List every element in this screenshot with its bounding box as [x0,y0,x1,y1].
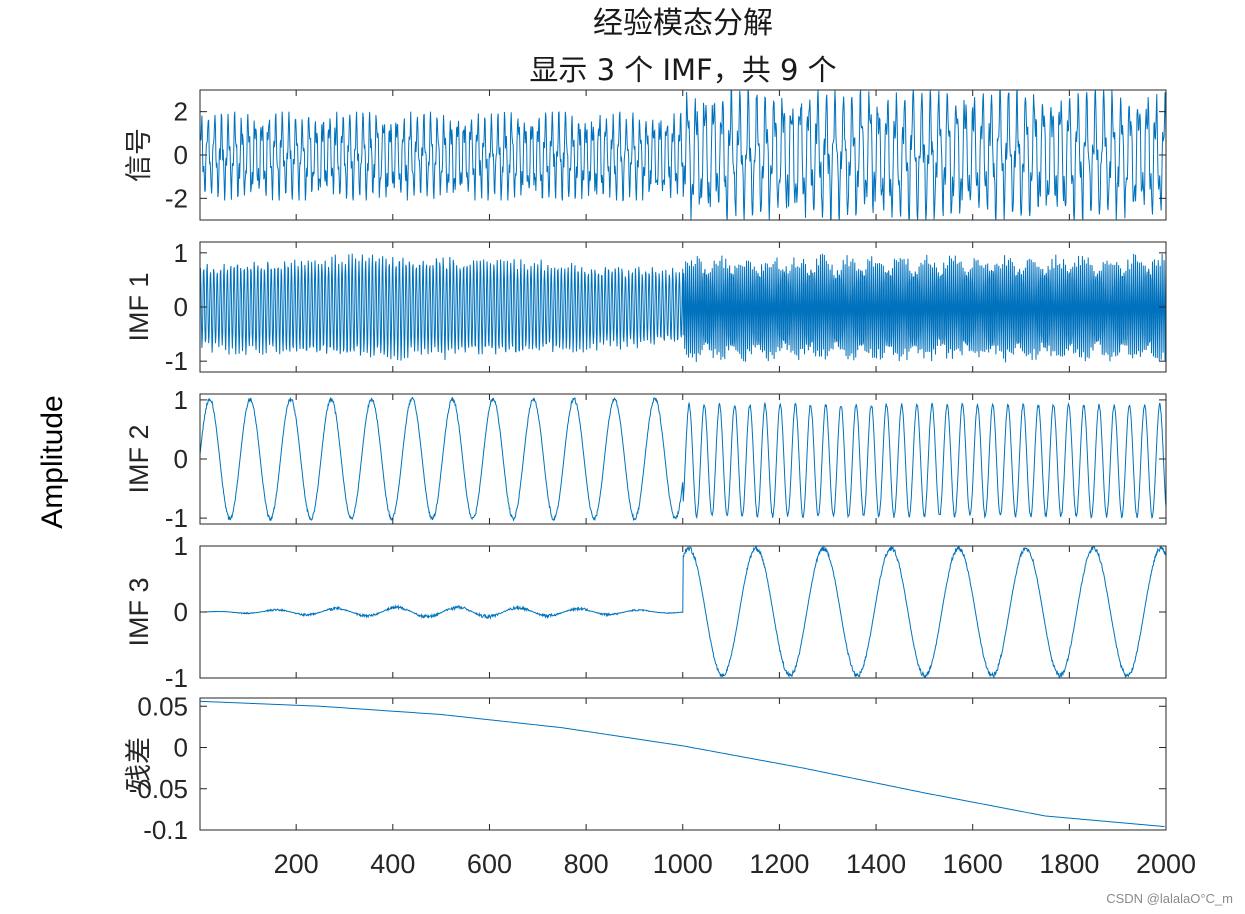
y-tick-label: 0 [174,597,188,627]
x-tick-label: 400 [370,849,415,879]
x-tick-label: 800 [564,849,609,879]
axes-box [199,89,1167,221]
subplot-5: -0.1 -0.05 0 0.05 残差 [124,691,1167,845]
subplot-2: -1 0 1 IMF 1 [124,238,1167,376]
common-y-label: Amplitude [36,395,69,528]
panel-y-label: IMF 2 [124,424,154,493]
y-tick-label: 1 [174,531,188,561]
watermark: CSDN @lalalaO°C_m [1106,891,1233,906]
subplot-1: -2 0 2 信号 [124,89,1167,221]
series-line-4 [200,546,1166,678]
panel-y-label: IMF 1 [124,272,154,341]
axes-box [199,697,1167,831]
x-tick-label: 2000 [1136,849,1196,879]
y-tick-label: 0 [174,444,188,474]
series-line-5 [200,700,1165,828]
axes-box [199,393,1167,525]
series-line-2 [200,253,1166,363]
x-tick-label: 600 [467,849,512,879]
y-tick-label: 0 [174,733,188,763]
x-tick-label: 1600 [943,849,1003,879]
chart-subtitle: 显示 3 个 IMF，共 9 个 [529,53,836,87]
y-tick-label: -1 [165,346,188,376]
y-tick-label: 1 [174,238,188,268]
x-tick-label: 1000 [653,849,713,879]
chart-title: 经验模态分解 [593,6,773,41]
y-tick-label: 0.05 [137,691,188,721]
subplot-3: -1 0 1 IMF 2 [124,385,1167,533]
y-tick-label: -0.05 [129,774,188,804]
x-tick-label: 1800 [1039,849,1099,879]
y-tick-label: -1 [165,503,188,533]
panel-y-label: 残差 [124,737,154,791]
x-tick-label: 200 [274,849,319,879]
y-tick-label: -0.1 [143,815,188,845]
x-axis: 200 400 600 800 1000 1200 1400 1600 1800 2000 [274,849,1196,879]
subplot-4: -1 0 1 IMF 3 [124,531,1167,693]
y-tick-label: -1 [165,663,188,693]
series-line-1 [200,90,1166,220]
y-tick-label: 2 [174,97,188,127]
x-tick-label: 1200 [749,849,809,879]
y-tick-label: 0 [174,292,188,322]
y-tick-label: 0 [174,140,188,170]
x-tick-label: 1400 [846,849,906,879]
panel-y-label: 信号 [124,128,154,182]
y-tick-label: 1 [174,385,188,415]
panel-y-label: IMF 3 [124,577,154,646]
series-line-3 [200,396,1166,522]
y-tick-label: -2 [165,183,188,213]
